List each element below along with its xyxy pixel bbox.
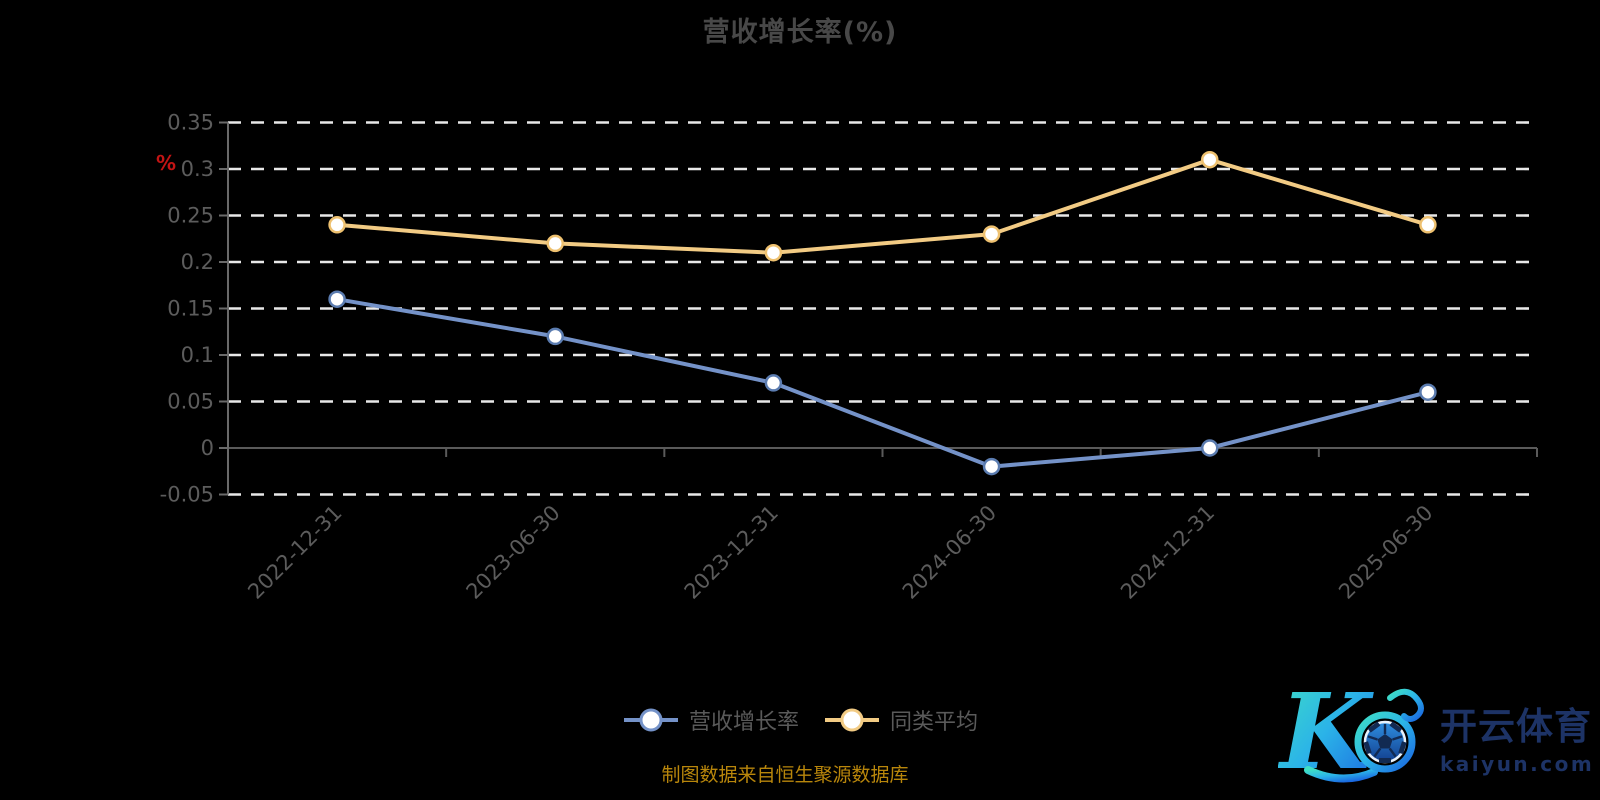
series-marker-0 (982, 457, 1001, 476)
chart-title: 营收增长率(%) (702, 17, 898, 48)
series-marker-1 (982, 225, 1001, 243)
series-marker-0 (1201, 439, 1219, 457)
source-note: 制图数据来自恒生聚源数据库 (661, 764, 909, 786)
legend-item-revenue-growth[interactable]: 营收增长率 (622, 704, 799, 736)
y-axis-label: 0.15 (167, 297, 214, 321)
x-axis-label: 2023-12-31 (680, 501, 783, 604)
legend-item-peer-average[interactable]: 同类平均 (823, 704, 978, 736)
y-axis-label: 0.2 (181, 250, 214, 274)
x-axis-label: 2024-06-30 (898, 501, 1001, 604)
legend-label-peer-average: 同类平均 (890, 710, 979, 735)
series-line-1 (335, 157, 1430, 255)
y-axis-label: 0.35 (167, 111, 214, 135)
kaiyun-k-mark-icon: K (1278, 670, 1424, 786)
series-marker-1 (328, 216, 346, 234)
x-axis-label: 2025-06-30 (1334, 501, 1437, 604)
y-axis-label: 0 (201, 436, 214, 460)
y-axis-unit-label: % (156, 151, 177, 175)
logo-domain: kaiyun.com (1440, 752, 1595, 776)
soccer-ball-icon (1363, 720, 1407, 764)
series-marker-0 (1419, 383, 1437, 401)
y-axis-label: -0.05 (160, 483, 214, 507)
line-circle-marker-icon (825, 708, 879, 732)
series-marker-0 (328, 290, 346, 308)
series-line-0 (335, 297, 1430, 469)
series-marker-1 (764, 243, 783, 262)
y-axis-label: 0.25 (167, 204, 214, 228)
y-axis-label: 0.3 (181, 157, 214, 181)
x-axis-label: 2023-06-30 (462, 501, 565, 604)
series-marker-1 (1419, 216, 1437, 234)
x-axis-label: 2022-12-31 (243, 501, 346, 604)
series-marker-0 (764, 374, 783, 392)
line-circle-marker-icon (623, 708, 678, 732)
y-axis-label: 0.1 (181, 343, 214, 367)
y-axis-label: 0.05 (167, 390, 214, 414)
x-axis-label: 2024-12-31 (1116, 501, 1219, 604)
logo-brand-name: 开云体育 (1440, 705, 1592, 748)
legend: 营收增长率 同类平均 (0, 704, 1600, 736)
series-marker-0 (546, 327, 564, 346)
legend-label-revenue-growth: 营收增长率 (688, 710, 799, 735)
series-marker-1 (546, 234, 564, 253)
kaiyun-logo[interactable]: K (1278, 664, 1594, 786)
series-marker-1 (1201, 150, 1219, 169)
